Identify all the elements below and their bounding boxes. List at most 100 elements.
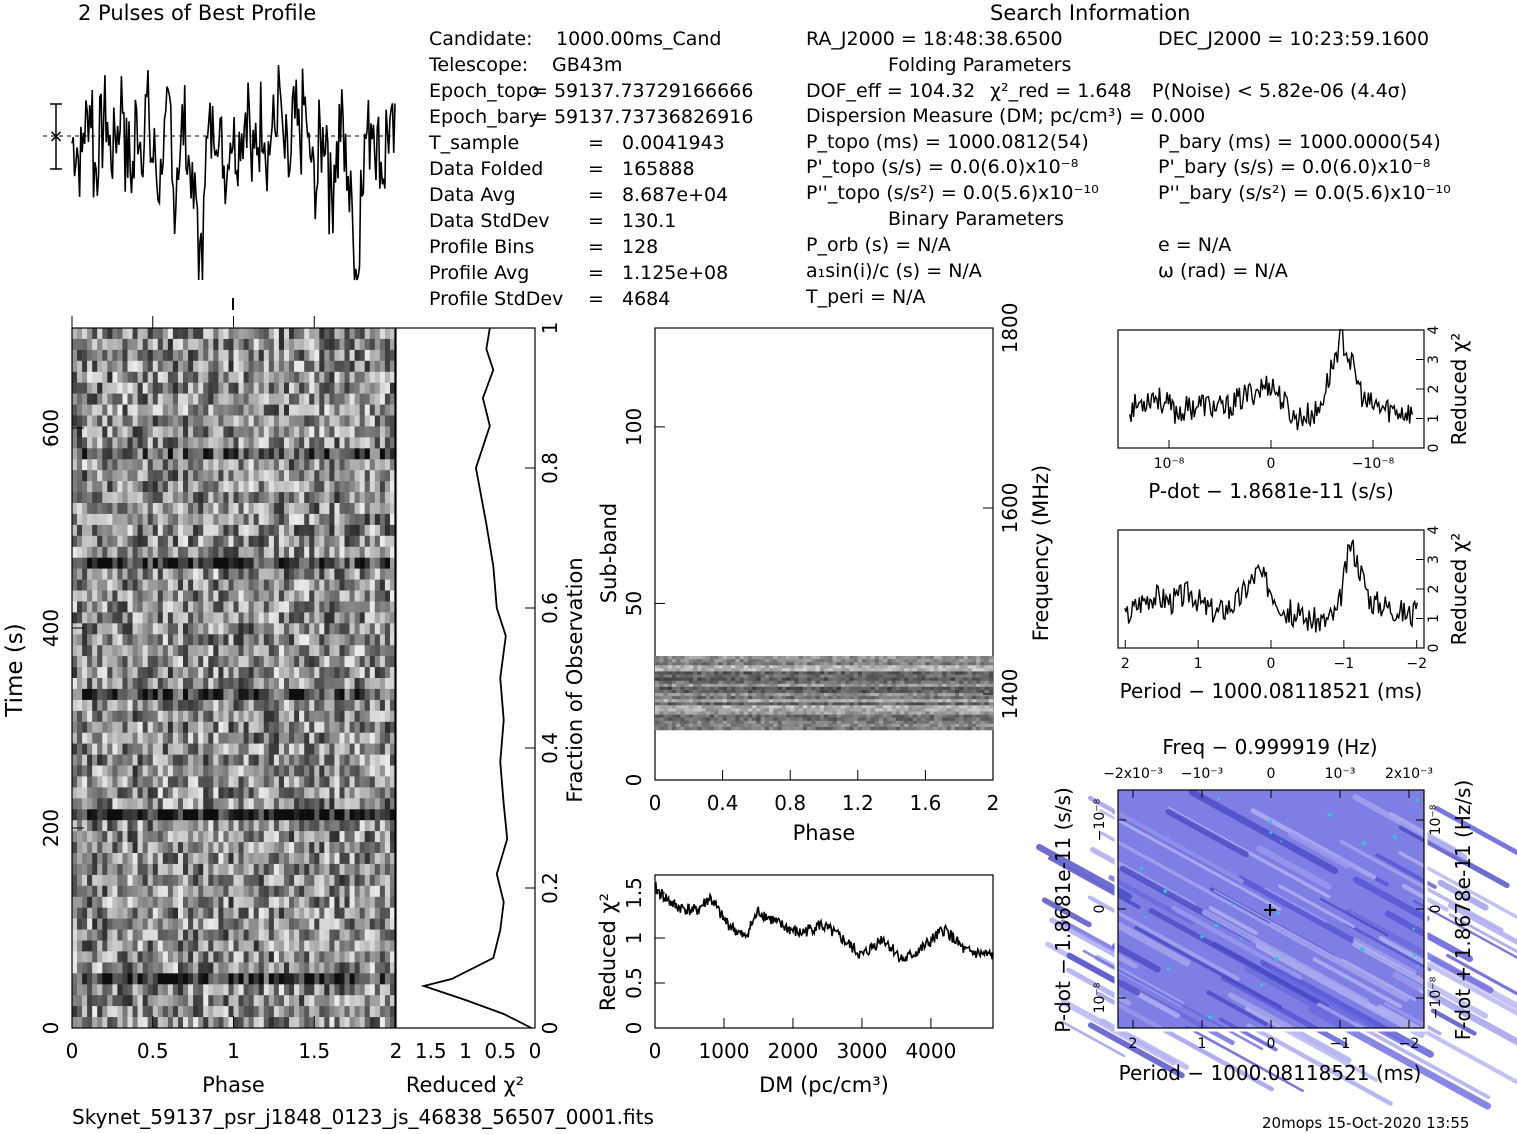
pixel	[289, 908, 294, 919]
pixel	[153, 481, 158, 492]
pixel	[319, 941, 324, 952]
pixel	[284, 372, 289, 383]
pixel	[183, 623, 188, 634]
pixel	[218, 547, 223, 558]
pixel	[158, 667, 163, 678]
pixel	[976, 671, 981, 674]
pixel	[269, 941, 274, 952]
pixel	[385, 787, 390, 798]
pixel	[304, 962, 309, 973]
pixel	[102, 951, 107, 962]
pixel	[143, 733, 148, 744]
pixel	[913, 665, 918, 668]
pixel	[380, 339, 385, 350]
pixel	[72, 656, 77, 667]
pixel	[87, 525, 92, 536]
pixel	[244, 755, 249, 766]
pixel	[208, 372, 213, 383]
pixel	[269, 361, 274, 372]
pixel	[786, 671, 791, 674]
pixel	[360, 678, 365, 689]
pixel	[178, 591, 183, 602]
pixel	[188, 722, 193, 733]
pixel	[289, 514, 294, 525]
pixel	[208, 328, 213, 339]
pixel	[828, 684, 833, 687]
pixel	[309, 722, 314, 733]
pixel	[138, 1017, 143, 1028]
pixel	[107, 612, 112, 623]
pixel	[896, 675, 901, 678]
pixel	[77, 383, 82, 394]
pixel	[178, 941, 183, 952]
pixel	[72, 416, 77, 427]
pixel	[299, 645, 304, 656]
pixel	[279, 930, 284, 941]
pixel	[279, 875, 284, 886]
pixel	[294, 448, 299, 459]
pixel	[163, 908, 168, 919]
pixel	[279, 908, 284, 919]
pixel	[985, 665, 990, 668]
pixel	[833, 659, 838, 662]
pixel	[274, 645, 279, 656]
pixel	[370, 897, 375, 908]
pixel	[107, 897, 112, 908]
pixel	[138, 426, 143, 437]
pixel	[148, 481, 153, 492]
pixel	[193, 339, 198, 350]
pixel	[355, 831, 360, 842]
pixel	[319, 328, 324, 339]
pixel	[117, 612, 122, 623]
pixel	[254, 897, 259, 908]
pixel	[659, 668, 664, 671]
pixel	[173, 820, 178, 831]
pixel	[77, 787, 82, 798]
pixel	[173, 831, 178, 842]
pixel	[72, 459, 77, 470]
pixel	[193, 678, 198, 689]
pixel	[284, 776, 289, 787]
pixel	[117, 744, 122, 755]
pixel	[163, 864, 168, 875]
pixel	[203, 809, 208, 820]
pixel	[355, 350, 360, 361]
pixel	[208, 831, 213, 842]
pixel	[989, 678, 994, 681]
pixel	[87, 339, 92, 350]
pixel	[148, 383, 153, 394]
pixel	[887, 671, 892, 674]
pixel	[925, 659, 930, 662]
pixel	[380, 820, 385, 831]
pixel	[340, 744, 345, 755]
pixel	[350, 886, 355, 897]
pixel	[723, 662, 728, 665]
pixel	[138, 601, 143, 612]
pixel	[816, 656, 821, 659]
pixel	[299, 437, 304, 448]
pixel	[279, 328, 284, 339]
pixel	[284, 897, 289, 908]
pixel	[370, 656, 375, 667]
pixel	[289, 426, 294, 437]
pixel	[951, 681, 956, 684]
pixel	[117, 755, 122, 766]
pixel	[355, 645, 360, 656]
pixel	[138, 787, 143, 798]
pixel	[294, 755, 299, 766]
pixel	[117, 875, 122, 886]
pixel	[833, 665, 838, 668]
pixel	[128, 394, 133, 405]
pixel	[229, 919, 234, 930]
pixel	[213, 634, 218, 645]
pixel	[153, 973, 158, 984]
pixel	[107, 339, 112, 350]
pixel	[849, 668, 854, 671]
pixel	[133, 787, 138, 798]
pixel	[697, 675, 702, 678]
pixel	[239, 776, 244, 787]
pixel	[942, 675, 947, 678]
pixel	[329, 394, 334, 405]
pixel	[350, 820, 355, 831]
pixel	[264, 623, 269, 634]
